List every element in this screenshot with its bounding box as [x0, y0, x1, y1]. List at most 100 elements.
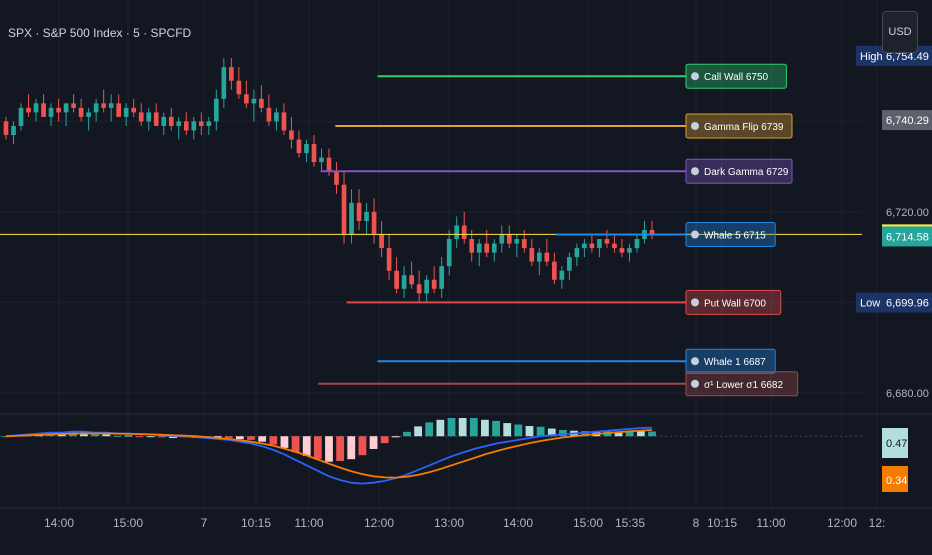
macd-histogram-bar — [135, 436, 144, 438]
macd-histogram-bar — [146, 436, 155, 438]
level-label: Call Wall 6750 — [685, 63, 787, 89]
candle-body — [401, 275, 407, 289]
candle-body — [394, 270, 399, 289]
candle-body — [259, 98, 264, 108]
macd-histogram-bar — [403, 431, 411, 437]
candle-body — [619, 248, 625, 253]
macd-histogram-bar — [347, 436, 356, 460]
macd-histogram-bar — [169, 436, 177, 439]
signal-line — [5, 429, 653, 479]
candle-body — [116, 103, 122, 117]
macd-histogram-bar — [336, 436, 345, 462]
candle-body — [604, 239, 610, 244]
macd-histogram-bar — [503, 423, 512, 437]
level-dot-icon — [691, 379, 699, 388]
price-badge: 6,714.58 — [882, 226, 932, 247]
candle-body — [289, 130, 294, 140]
level-dot-icon — [691, 121, 699, 130]
signal-value-text: 0.34 — [886, 475, 907, 487]
candle-body — [176, 121, 182, 126]
level-label: σ¹ Lower σ1 6682 — [685, 371, 799, 397]
level-label-text: Gamma Flip 6739 — [704, 122, 784, 133]
x-tick-label: 12:00 — [364, 516, 394, 530]
symbol-title[interactable]: SPX · S&P 500 Index · 5 · SPCFD — [8, 26, 192, 40]
candle-body — [529, 248, 535, 262]
candle-body — [191, 121, 197, 131]
x-tick-label: 10:15 — [707, 516, 737, 530]
candle-body — [18, 107, 24, 126]
candle-body — [364, 211, 369, 221]
x-tick-label: 10:15 — [241, 516, 271, 530]
level-label: Whale 1 6687 — [685, 348, 776, 374]
price-badge-tag-text: High — [860, 51, 883, 63]
candle-body — [183, 121, 189, 131]
candle-body — [499, 234, 505, 244]
candle-body — [491, 243, 497, 253]
candle-body — [33, 103, 39, 113]
macd-histogram-bar — [581, 431, 590, 437]
y-tick-label: 6,720.00 — [886, 207, 929, 219]
macd-histogram-bar — [369, 436, 378, 449]
x-tick-label: 8 — [693, 516, 700, 530]
currency-button[interactable]: USD — [882, 11, 918, 53]
level-label-text: Put Wall 6700 — [704, 298, 766, 309]
candle-body — [341, 184, 347, 235]
candle-body — [574, 248, 580, 258]
level-label-box — [685, 113, 793, 139]
level-dot-icon — [691, 72, 699, 81]
signal-value-badge: 0.34 — [882, 466, 908, 492]
macd-histogram-bar — [636, 431, 645, 437]
candle-body — [274, 112, 279, 122]
level-label-box — [685, 222, 776, 248]
x-tick-label: 14:00 — [503, 516, 533, 530]
candle-body — [612, 243, 617, 249]
level-label-text: Whale 1 6687 — [704, 357, 766, 368]
candle-body — [26, 107, 31, 113]
candle-body — [649, 230, 655, 235]
macd-histogram-bar — [280, 436, 289, 448]
level-label: Whale 5 6715 — [685, 222, 776, 248]
level-label-text: Call Wall 6750 — [704, 72, 769, 83]
macd-histogram-bar — [514, 424, 523, 437]
candle-body — [56, 107, 61, 113]
macd-histogram-bar — [525, 426, 534, 437]
candle-body — [634, 239, 640, 249]
x-tick-label: 11:00 — [294, 516, 323, 530]
macd-histogram-bar — [313, 436, 322, 459]
candle-body — [131, 107, 137, 113]
candle-body — [244, 94, 249, 104]
macd-histogram-bar — [547, 428, 556, 437]
candle-body — [206, 121, 212, 126]
candle-body — [304, 144, 309, 154]
x-tick-label: 15:00 — [113, 516, 143, 530]
candle-body — [334, 171, 339, 185]
level-label-text: Dark Gamma 6729 — [704, 167, 789, 178]
candle-body — [521, 239, 527, 249]
x-tick-label: 14:00 — [44, 516, 74, 530]
level-label-box — [685, 63, 787, 89]
candle-body — [168, 116, 174, 126]
level-label: Dark Gamma 6729 — [685, 158, 793, 184]
level-label-box — [685, 289, 782, 315]
candle-body — [386, 248, 392, 271]
candle-body — [559, 270, 565, 280]
level-label-box — [685, 158, 793, 184]
macd-histogram-bar — [558, 430, 567, 437]
candle-body — [311, 144, 317, 163]
candle-body — [379, 234, 384, 249]
candle-body — [589, 243, 595, 249]
macd-histogram-bar — [247, 436, 255, 440]
macd-histogram-bar — [536, 426, 545, 437]
macd-histogram-bar — [380, 436, 389, 444]
macd-histogram-bar — [325, 436, 333, 462]
macd-histogram-bar — [614, 431, 623, 437]
candle-body — [461, 225, 467, 240]
candle-body — [431, 279, 437, 289]
level-label: Gamma Flip 6739 — [685, 113, 793, 139]
macd-value-badge: 0.47 — [882, 428, 908, 458]
candle-body — [454, 225, 460, 240]
candle-body — [476, 243, 482, 253]
candle-body — [221, 67, 227, 99]
